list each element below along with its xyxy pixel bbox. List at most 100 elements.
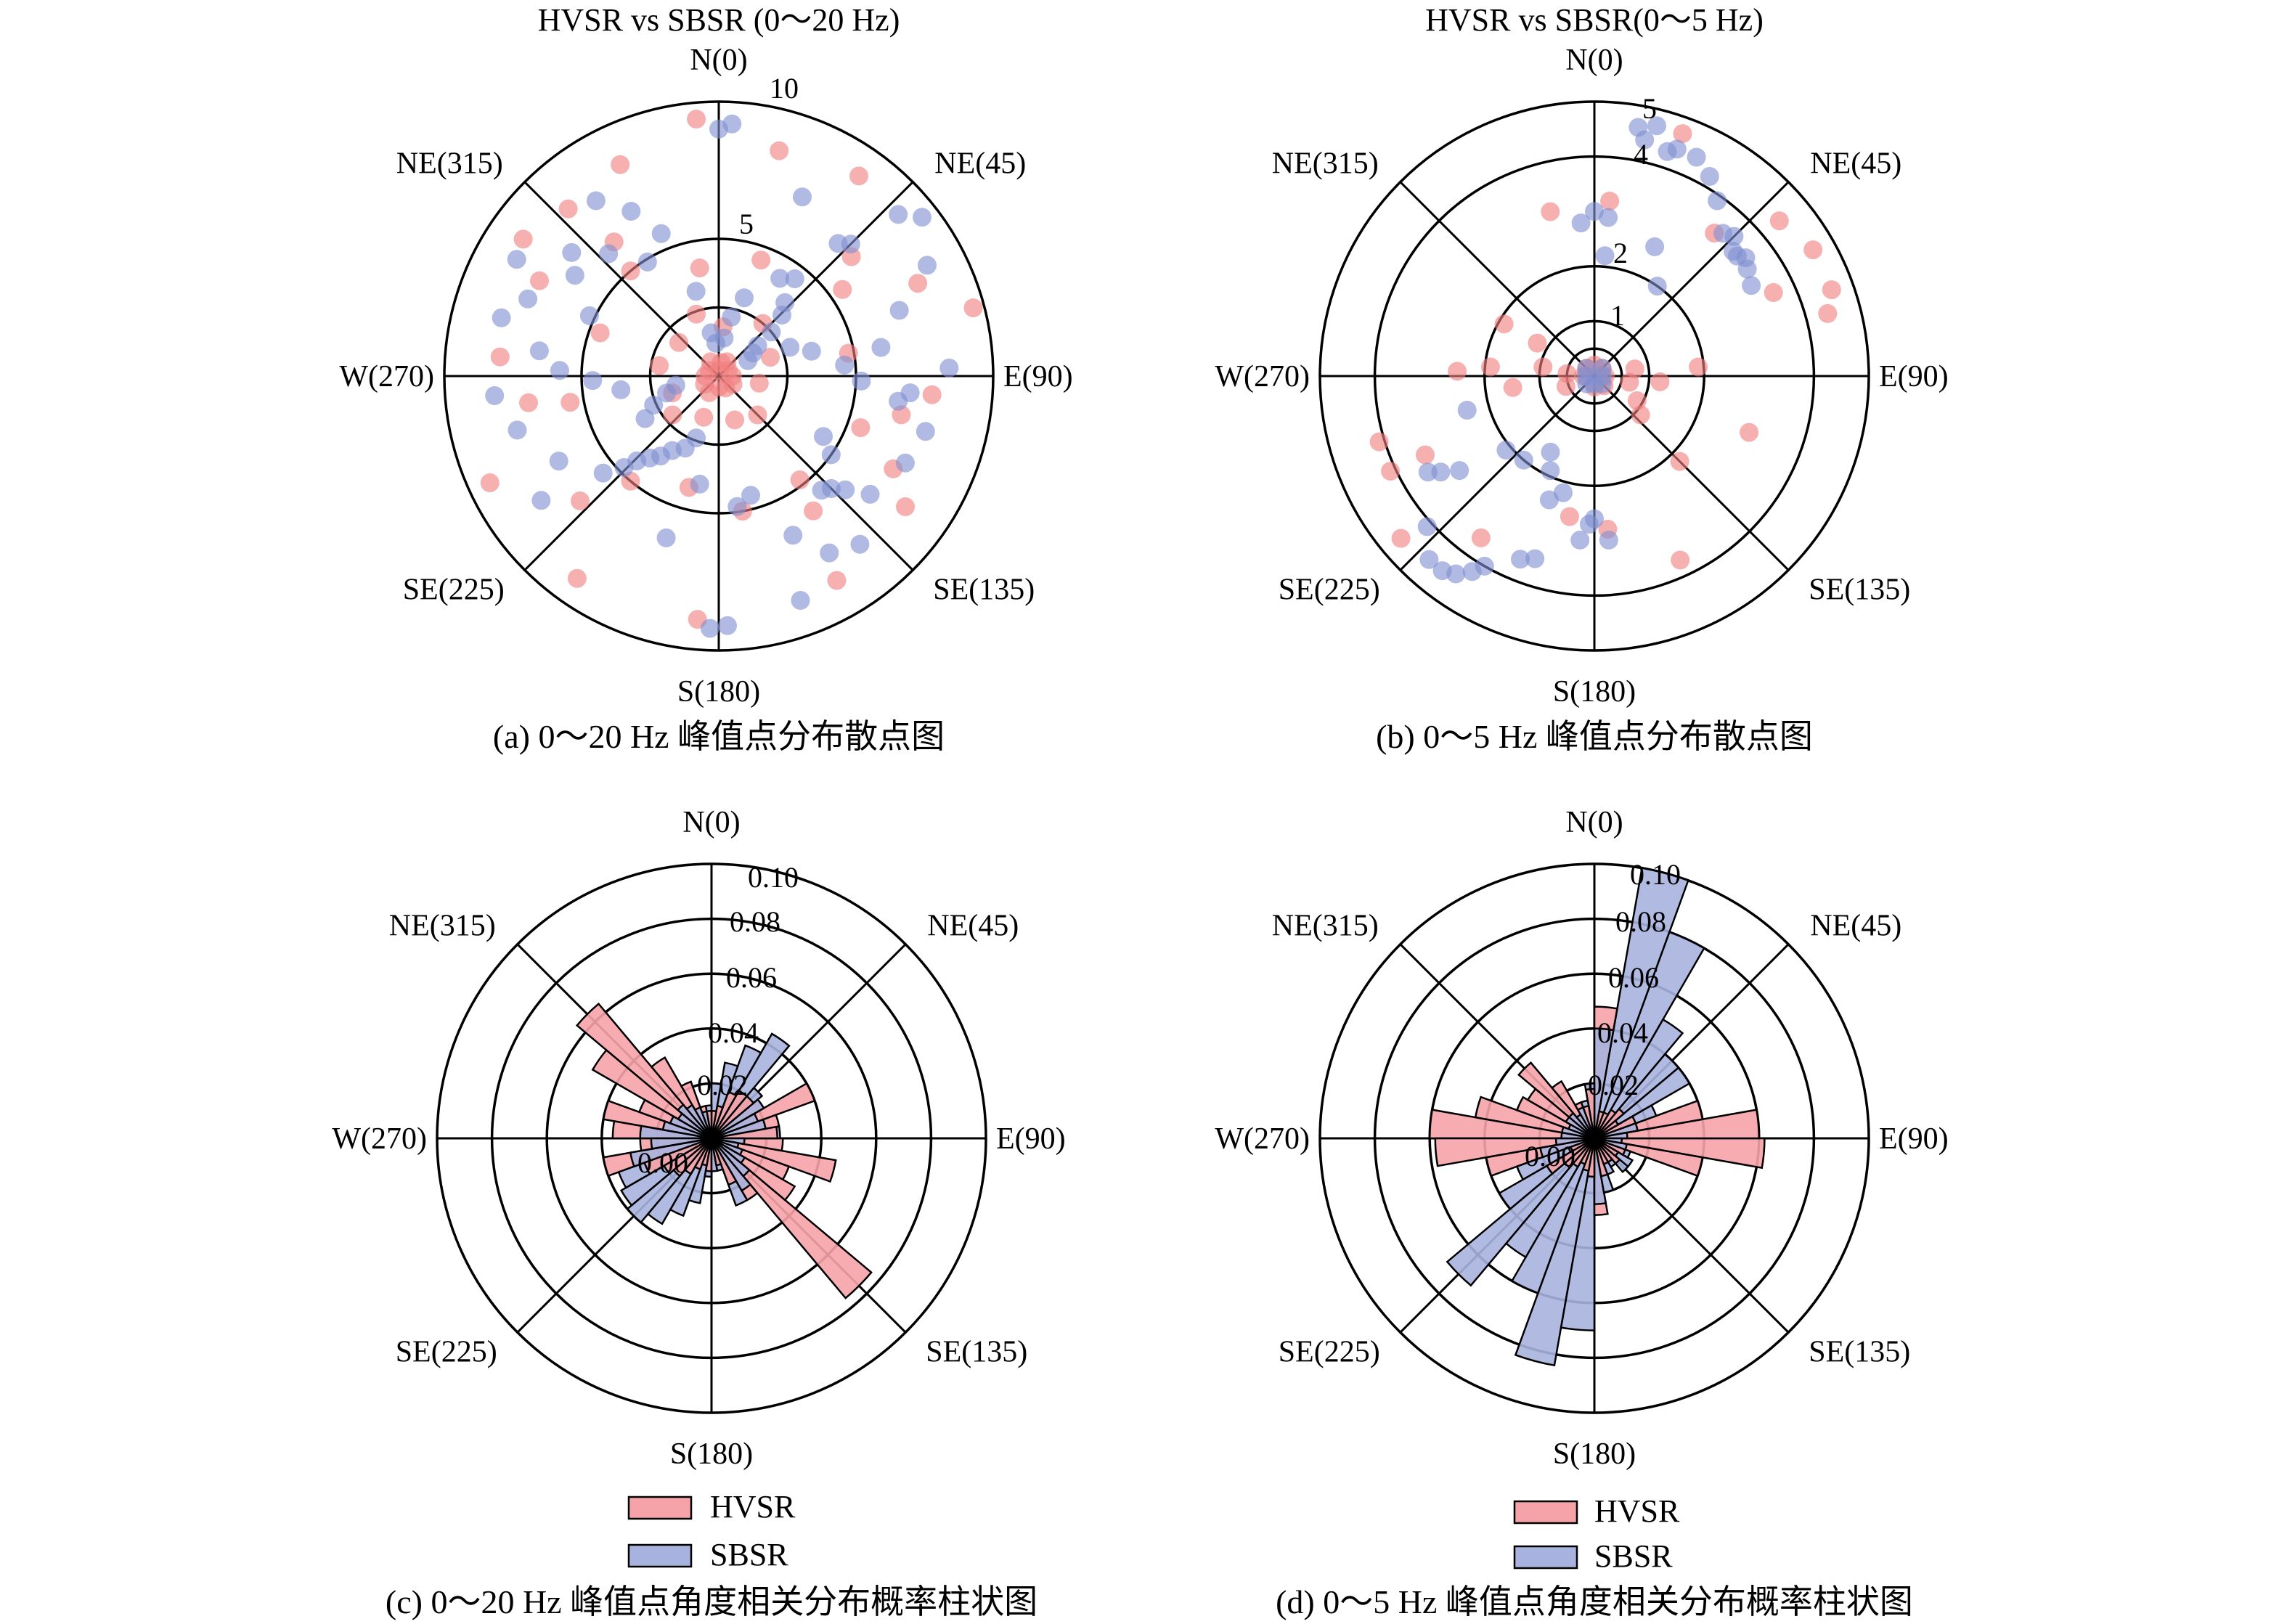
- panel-b-point-hvsr-25: [1471, 528, 1491, 547]
- panel-c-dir-label-315: NE(315): [389, 910, 496, 943]
- panel-b-point-sbsr-35: [1541, 442, 1560, 462]
- panel-a-point-hvsr-38: [849, 166, 868, 186]
- panel-b-spoke-315: [1399, 181, 1596, 378]
- panel-b-point-hvsr-16: [1528, 333, 1547, 353]
- panel-d-legend: HVSR SBSR: [1513, 1493, 1680, 1574]
- panel-a-point-sbsr-13: [835, 355, 855, 375]
- panel-a-dir-label-270: W(270): [339, 360, 434, 393]
- panel-c-bar-hvsr-155: [710, 1138, 738, 1186]
- panel-c-rose: HVSR SBSR (c) 0～20 Hz 峰值点角度相关分布概率柱状图 0.0…: [332, 806, 1065, 1620]
- panel-a-point-sbsr-58: [841, 234, 860, 254]
- panel-b-point-hvsr-28: [1670, 452, 1689, 471]
- panel-d-bar-hvsr-35: [1593, 1108, 1617, 1139]
- panel-b-title: HVSR vs SBSR(0～5 Hz): [1425, 2, 1764, 38]
- panel-a-point-sbsr-17: [895, 453, 915, 473]
- panel-d-bar-hvsr-25: [1593, 1111, 1610, 1139]
- panel-b-point-hvsr-31: [1541, 202, 1560, 221]
- panel-c-rtick-010: 0.10: [748, 861, 799, 894]
- panel-c-bar-sbsr-305: [677, 1112, 712, 1140]
- panel-d-bar-sbsr-325: [1575, 1113, 1596, 1139]
- panel-a-point-sbsr-43: [492, 308, 511, 327]
- panel-b-point-sbsr-22: [1645, 237, 1665, 256]
- panel-b-caption: (b) 0～5 Hz 峰值点分布散点图: [1376, 718, 1813, 755]
- panel-a-point-hvsr-36: [690, 258, 709, 278]
- panel-c-bar-sbsr-345: [701, 1110, 713, 1139]
- panel-a-point-hvsr-57: [558, 199, 578, 219]
- panel-a-point-sbsr-22: [783, 526, 803, 545]
- panel-b-point-hvsr-34: [1822, 280, 1841, 300]
- panel-a-point-sbsr-14: [852, 371, 871, 391]
- panel-d-radial-ticks: 0.00 0.02 0.04 0.06 0.08 0.10: [1525, 858, 1681, 1172]
- panel-a-marks: [480, 110, 983, 638]
- panel-a-point-hvsr-34: [590, 323, 610, 343]
- panel-b-point-sbsr-14: [1708, 191, 1727, 211]
- panel-b-point-hvsr-39: [1740, 423, 1759, 442]
- panel-d-bar-sbsr-55: [1594, 1066, 1691, 1140]
- panel-a-point-hvsr-47: [513, 229, 533, 249]
- panel-a-point-sbsr-72: [656, 528, 676, 547]
- panel-a-point-sbsr-62: [889, 301, 909, 320]
- panel-a-point-sbsr-79: [637, 252, 657, 272]
- panel-a-point-sbsr-33: [614, 458, 634, 477]
- panel-b-point-hvsr-30: [1600, 192, 1620, 211]
- panel-d-legend-hvsr-swatch: [1513, 1500, 1578, 1525]
- panel-b-point-hvsr-29: [1671, 550, 1690, 570]
- panel-a-point-hvsr-35: [621, 261, 640, 281]
- panel-d-spoke-135: [1593, 1137, 1790, 1334]
- panel-c-bar-hvsr-205: [693, 1138, 713, 1171]
- panel-b-grid: [1318, 100, 1870, 652]
- panel-a-point-hvsr-39: [908, 274, 928, 293]
- panel-a-point-sbsr-34: [593, 463, 613, 483]
- panel-b-point-sbsr-20: [1737, 259, 1757, 279]
- panel-a-point-sbsr-55: [722, 307, 741, 327]
- panel-a-point-sbsr-73: [531, 491, 551, 510]
- panel-d-rose: HVSR SBSR (d) 0～5 Hz 峰值点角度相关分布概率柱状图 0.00…: [1215, 806, 1948, 1620]
- panel-b-point-sbsr-23: [1647, 277, 1667, 296]
- panel-b-spoke-135: [1593, 375, 1790, 571]
- panel-b-point-sbsr-37: [1496, 441, 1516, 460]
- panel-a-point-sbsr-66: [814, 427, 833, 446]
- panel-c-legend-sbsr-swatch: [627, 1543, 693, 1568]
- panel-b-point-hvsr-21: [1369, 432, 1389, 452]
- panel-b-point-sbsr-27: [1595, 246, 1615, 266]
- panel-b-marks: [1369, 116, 1841, 584]
- panel-b-point-hvsr-23: [1381, 462, 1401, 481]
- panel-b-point-sbsr-36: [1514, 450, 1533, 470]
- panel-a-point-sbsr-75: [507, 420, 527, 440]
- panel-a-dir-label-315: NE(315): [396, 147, 503, 181]
- panel-c-bar-hvsr-25: [710, 1090, 738, 1139]
- panel-b-point-sbsr-48: [1525, 549, 1545, 568]
- panel-a-point-sbsr-44: [518, 289, 538, 309]
- panel-a-point-sbsr-51: [686, 282, 706, 301]
- panel-d-bar-hvsr-155: [1593, 1138, 1610, 1166]
- panel-b-point-hvsr-15: [1533, 357, 1553, 377]
- panel-c-rtick-002: 0.02: [697, 1069, 748, 1101]
- panel-a-point-hvsr-15: [761, 348, 780, 367]
- panel-c-rtick-004: 0.04: [708, 1016, 759, 1049]
- panel-a-point-sbsr-61: [918, 256, 937, 275]
- panel-b-point-sbsr-12: [1687, 147, 1706, 167]
- panel-b-dir-label-90: E(90): [1879, 360, 1949, 393]
- panel-c-dir-label-90: E(90): [996, 1122, 1066, 1156]
- panel-b-point-hvsr-14: [1557, 364, 1577, 383]
- panel-b-point-hvsr-8: [1620, 372, 1639, 392]
- panel-d-bar-sbsr-225: [1446, 1138, 1595, 1287]
- panel-c-dir-label-0: N(0): [682, 806, 740, 839]
- panel-a-dir-label-180: S(180): [677, 675, 760, 709]
- panel-c-dir-label-135: SE(135): [926, 1335, 1027, 1368]
- panel-a-point-hvsr-54: [519, 393, 538, 412]
- panel-a-direction-labels: N(0) NE(45) E(90) SE(135) S(180) SE(225) W(270…: [339, 44, 1072, 709]
- panel-d-bar-hvsr-215: [1572, 1138, 1596, 1169]
- panel-a-point-hvsr-53: [571, 491, 590, 510]
- panel-c-caption: (c) 0～20 Hz 峰值点角度相关分布概率柱状图: [386, 1583, 1037, 1620]
- panel-d-marks: [1428, 867, 1766, 1367]
- panel-c-bar-hvsr-165: [710, 1138, 722, 1167]
- panel-b-point-sbsr-45: [1419, 550, 1439, 569]
- panel-a-point-hvsr-59: [963, 298, 983, 318]
- panel-b-radial-ticks: 1 2 4 5: [1610, 92, 1657, 332]
- panel-b-point-hvsr-18: [1503, 378, 1522, 397]
- panel-c-bar-sbsr-265: [650, 1137, 712, 1150]
- panel-a-radial-ticks: 5 10: [739, 72, 799, 240]
- panel-b-dir-label-315: NE(315): [1272, 147, 1379, 181]
- panel-a-rtick-5: 5: [739, 208, 754, 240]
